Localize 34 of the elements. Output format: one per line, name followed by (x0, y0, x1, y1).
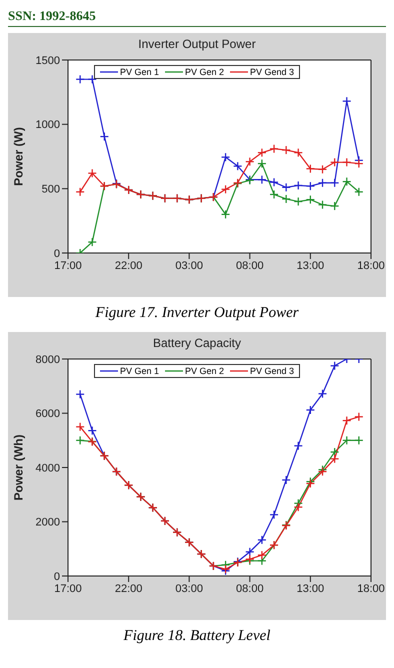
x-tick-label: 13:00 (296, 582, 324, 595)
legend-label: PV Gend 3 (249, 67, 294, 77)
x-tick-label: 03:00 (175, 582, 203, 595)
caption: Figure 17. Inverter Output Power (94, 305, 300, 322)
x-tick-label: 22:00 (114, 582, 142, 595)
y-tick-label: 8000 (36, 354, 60, 366)
x-tick-label: 13:00 (296, 260, 324, 272)
legend-label: PV Gen 2 (184, 366, 224, 376)
y-tick-label: 6000 (36, 408, 60, 420)
x-tick-label: 22:00 (114, 260, 142, 272)
y-tick-label: 0 (54, 570, 60, 583)
y-tick-label: 4000 (36, 462, 60, 474)
caption: Figure 18. Battery Level (122, 628, 272, 645)
legend-label: PV Gen 2 (184, 67, 224, 77)
x-tick-label: 18:00 (357, 260, 385, 272)
legend-label: PV Gen 1 (118, 67, 159, 77)
x-tick-label: 17:00 (54, 260, 82, 272)
legend-label: PV Gend 3 (249, 366, 294, 376)
y-tick-label: 2000 (36, 516, 60, 529)
x-tick-label: 08:00 (236, 582, 264, 595)
y-tick-label: 0 (54, 248, 60, 260)
chart-title: Battery Capacity (152, 336, 242, 350)
y-tick-label: 1000 (36, 119, 60, 132)
y-tick-label: 500 (42, 184, 60, 196)
x-tick-label: 18:00 (357, 582, 385, 595)
x-tick-label: 03:00 (175, 260, 203, 272)
x-tick-label: 08:00 (236, 260, 264, 272)
legend-label: PV Gen 1 (118, 366, 159, 376)
x-tick-label: 17:00 (54, 582, 82, 595)
y-axis-title: Power (Wh) (11, 434, 26, 500)
y-axis-title: Power (W) (11, 127, 26, 186)
text: SSN: 1992-8645 (8, 8, 386, 27)
chart-title: Inverter Output Power (137, 37, 257, 51)
y-tick-label: 1500 (36, 54, 60, 67)
